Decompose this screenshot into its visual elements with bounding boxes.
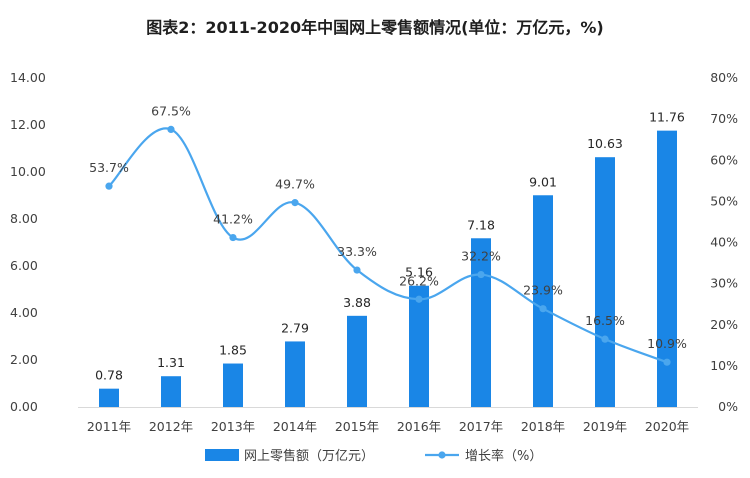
growth-point	[167, 125, 175, 134]
growth-value-label: 41.2%	[213, 212, 253, 227]
growth-value-label: 67.5%	[151, 103, 191, 118]
y-right-tick-label: 50%	[710, 193, 738, 208]
growth-value-label: 32.2%	[461, 249, 501, 264]
bar	[595, 157, 615, 407]
legend-line-label: 增长率（%）	[465, 448, 542, 464]
bar-value-label: 5.16	[405, 265, 433, 280]
bar	[409, 285, 429, 407]
growth-point	[601, 335, 609, 343]
bar-value-label: 10.63	[587, 136, 623, 151]
y-right-tick-label: 10%	[710, 358, 738, 373]
bar	[285, 341, 305, 407]
y-left-tick-label: 10.00	[10, 164, 46, 179]
y-left-tick-label: 6.00	[10, 258, 38, 273]
line-labels: 53.7% 67.5% 41.2% 49.7% 33.3% 26.2% 32.2% 23.9%…	[89, 103, 687, 351]
growth-point	[539, 305, 547, 313]
bar-labels: 0.78 1.31 1.85 2.79 3.88 5.16 7.18 9.01 10.63 11.…	[95, 110, 685, 383]
bar-value-label: 1.85	[219, 343, 247, 358]
growth-value-label: 49.7%	[275, 177, 315, 192]
growth-value-label: 16.5%	[585, 313, 625, 328]
growth-value-label: 10.9%	[647, 336, 687, 351]
x-tick-label: 2013年	[211, 419, 255, 434]
growth-point	[663, 358, 671, 366]
chart-title: 图表2：2011-2020年中国网上零售额情况(单位：万亿元，%)	[146, 18, 604, 37]
y-right-tick-label: 20%	[710, 317, 738, 332]
left-axis: 0.00 2.00 4.00 6.00 8.00 10.00 12.00 14.00	[10, 70, 46, 414]
legend-bar-label: 网上零售额（万亿元）	[244, 448, 374, 464]
y-left-tick-label: 4.00	[10, 305, 38, 320]
y-right-tick-label: 60%	[710, 152, 738, 167]
bar-value-label: 9.01	[529, 174, 557, 189]
growth-value-label: 23.9%	[523, 283, 563, 298]
bar	[533, 195, 553, 407]
x-tick-label: 2011年	[87, 419, 131, 434]
growth-point	[415, 295, 423, 303]
growth-point	[291, 199, 299, 207]
x-tick-label: 2016年	[397, 419, 441, 434]
x-tick-label: 2014年	[273, 419, 317, 434]
bar	[471, 238, 491, 407]
bar-value-label: 7.18	[467, 217, 495, 232]
y-right-tick-label: 40%	[710, 235, 738, 250]
x-tick-label: 2012年	[149, 419, 193, 434]
bar-value-label: 1.31	[157, 355, 185, 370]
bar-series	[99, 130, 677, 407]
growth-value-label: 26.2%	[399, 273, 439, 288]
bar-value-label: 3.88	[343, 295, 371, 310]
y-right-tick-label: 30%	[710, 276, 738, 291]
growth-value-label: 53.7%	[89, 160, 129, 175]
legend[interactable]: 网上零售额（万亿元） 增长率（%）	[205, 448, 542, 464]
y-right-tick-label: 0%	[718, 399, 738, 414]
y-left-tick-label: 12.00	[10, 117, 46, 132]
growth-point	[353, 266, 361, 274]
bar	[99, 388, 119, 407]
right-axis: 0% 10% 20% 30% 40% 50% 60% 70% 80%	[710, 70, 738, 414]
bar-value-label: 2.79	[281, 320, 309, 335]
growth-value-label: 33.3%	[337, 244, 377, 259]
x-tick-label: 2015年	[335, 419, 379, 434]
legend-bar-swatch	[205, 449, 239, 461]
legend-line-marker	[438, 451, 446, 459]
x-tick-label: 2018年	[521, 419, 565, 434]
x-tick-label: 2020年	[645, 419, 689, 434]
x-tick-label: 2017年	[459, 419, 503, 434]
y-left-tick-label: 0.00	[10, 399, 38, 414]
y-left-tick-label: 8.00	[10, 211, 38, 226]
growth-point	[477, 270, 485, 279]
y-right-tick-label: 70%	[710, 111, 738, 126]
growth-point	[105, 182, 113, 190]
y-right-tick-label: 80%	[710, 70, 738, 85]
bar	[161, 376, 181, 407]
bar-value-label: 0.78	[95, 368, 123, 383]
bar-value-label: 11.76	[649, 110, 685, 125]
growth-line	[108, 127, 668, 364]
x-tick-label: 2019年	[583, 419, 627, 434]
bar	[347, 315, 367, 407]
line-series	[105, 125, 671, 366]
x-axis: 2011年 2012年 2013年 2014年 2015年 2016年 2017年 2018年…	[78, 407, 698, 434]
y-left-tick-label: 14.00	[10, 70, 46, 85]
growth-point	[229, 233, 237, 242]
bar	[223, 363, 243, 407]
y-left-tick-label: 2.00	[10, 352, 38, 367]
bar	[657, 130, 677, 407]
